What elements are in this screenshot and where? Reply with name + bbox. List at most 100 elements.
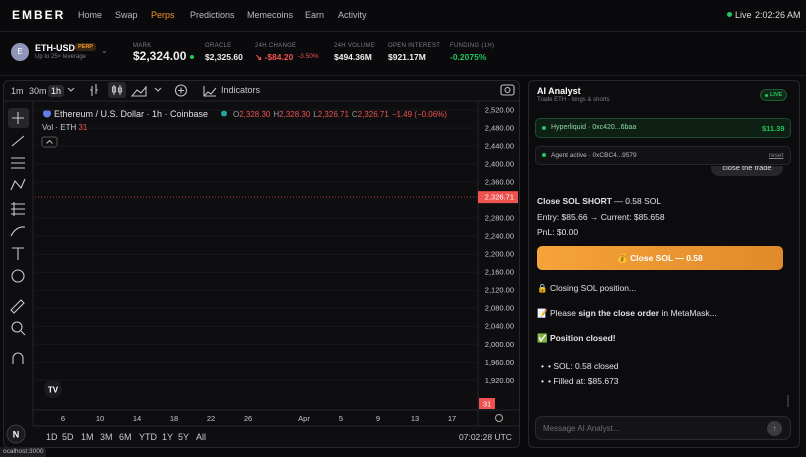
ohlc-item: L2,326.71 bbox=[313, 110, 349, 119]
ai-subtitle: Trade ETH · longs & shorts bbox=[537, 97, 610, 103]
brush-tool[interactable] bbox=[10, 226, 26, 237]
y-tick-label: 2,000.00 bbox=[485, 340, 514, 349]
text-tool[interactable] bbox=[12, 247, 24, 260]
y-tick-label: 2,240.00 bbox=[485, 232, 514, 241]
live-dot bbox=[727, 12, 732, 17]
range[interactable]: 6M bbox=[119, 432, 132, 442]
nav-item[interactable]: Predictions bbox=[190, 10, 235, 20]
stat-label: ORACLE bbox=[205, 43, 232, 49]
stat-value: $494.36M bbox=[334, 52, 372, 62]
summary: Close SOL SHORT — 0.58 SOL bbox=[537, 196, 661, 206]
y-tick-label: 2,440.00 bbox=[485, 142, 514, 151]
indicators-icon[interactable] bbox=[203, 86, 217, 97]
interval-menu[interactable] bbox=[67, 87, 75, 92]
indicators-button[interactable]: Indicators bbox=[221, 85, 261, 95]
volume-tag bbox=[479, 398, 495, 409]
interval[interactable]: 30m bbox=[29, 86, 47, 96]
settings-icon[interactable] bbox=[495, 414, 503, 422]
chat-input[interactable] bbox=[535, 416, 791, 440]
range[interactable]: All bbox=[196, 432, 207, 442]
market-open-dot bbox=[221, 110, 227, 117]
sign-bold: sign the close order bbox=[578, 308, 660, 318]
range[interactable]: 1D bbox=[46, 432, 58, 442]
line-tool[interactable] bbox=[11, 135, 25, 147]
live-badge: LIVE bbox=[760, 89, 788, 101]
stat-label: 24H CHANGE bbox=[255, 43, 297, 49]
last-price-label: 2,326.71 bbox=[485, 193, 514, 202]
fib-tool[interactable] bbox=[11, 157, 25, 169]
stat-value: ↘ -$84.20 bbox=[255, 52, 294, 62]
ai-title: AI Analyst bbox=[537, 86, 581, 96]
ohlc-item: H2,328.30 bbox=[273, 110, 310, 119]
ohlc-change: −1.49 (−0.06%) bbox=[391, 110, 447, 119]
symbol[interactable]: ETH-USD bbox=[35, 43, 75, 53]
camera-icon[interactable] bbox=[500, 84, 515, 96]
x-tick-label: 26 bbox=[244, 414, 252, 423]
tv-logo bbox=[44, 380, 62, 398]
ohlc-value: 2,328.30 bbox=[279, 110, 311, 119]
bars-icon[interactable] bbox=[90, 84, 98, 96]
x-tick-label: 10 bbox=[96, 414, 104, 423]
close-button[interactable]: 💰 Close SOL — 0.58 bbox=[537, 246, 783, 270]
nav-item[interactable]: Earn bbox=[305, 10, 325, 20]
send-button[interactable]: ↑ bbox=[767, 421, 782, 436]
bullet-text: • Filled at: $85.673 bbox=[547, 376, 619, 386]
summary-rest: — 0.58 SOL bbox=[614, 196, 662, 206]
nav-item[interactable]: Memecoins bbox=[247, 10, 294, 20]
chevron[interactable]: ⌄ bbox=[101, 46, 108, 55]
volume-value: 31 bbox=[78, 123, 88, 132]
range[interactable]: 5Y bbox=[178, 432, 190, 442]
stat-label: FUNDING (1H) bbox=[450, 43, 495, 49]
x-tick-label: 17 bbox=[448, 414, 456, 423]
area-icon[interactable] bbox=[130, 85, 147, 97]
interval[interactable]: 1m bbox=[11, 86, 24, 96]
logo[interactable]: EMBER bbox=[12, 8, 66, 22]
range[interactable]: 3M bbox=[100, 432, 113, 442]
user-bubble-clip: close the trade bbox=[711, 166, 783, 180]
range[interactable]: 1Y bbox=[162, 432, 174, 442]
bullet: • • Filled at: $85.673 bbox=[541, 376, 619, 386]
divider bbox=[0, 31, 806, 32]
y-tick-label: 2,120.00 bbox=[485, 286, 514, 295]
magnet-tool[interactable] bbox=[12, 352, 24, 364]
y-tick-label: 2,360.00 bbox=[485, 178, 514, 187]
ruler-tool[interactable] bbox=[10, 299, 25, 314]
emoji-tool[interactable] bbox=[11, 269, 25, 283]
y-tick-label: 1,960.00 bbox=[485, 358, 514, 367]
nav-item[interactable]: Activity bbox=[338, 10, 367, 20]
range[interactable]: YTD bbox=[139, 432, 157, 442]
stat-label: 24H VOLUME bbox=[334, 43, 376, 49]
interval[interactable]: 1h bbox=[48, 85, 65, 97]
wallet-dot bbox=[542, 126, 546, 130]
agent-label: Agent active · 0xCBC4...9579 bbox=[551, 152, 637, 159]
x-tick-label: 22 bbox=[207, 414, 215, 423]
y-tick-label: 2,400.00 bbox=[485, 160, 514, 169]
n-logo bbox=[6, 424, 26, 444]
nav-item[interactable]: Perps bbox=[151, 10, 175, 20]
style-menu[interactable] bbox=[154, 87, 162, 92]
zoom-tool[interactable] bbox=[11, 321, 23, 333]
y-tick-label: 2,160.00 bbox=[485, 268, 514, 277]
projection-tool[interactable] bbox=[11, 202, 25, 216]
range[interactable]: 1M bbox=[81, 432, 94, 442]
pattern-tool[interactable] bbox=[10, 178, 26, 191]
stat-value: $2,324.00 bbox=[133, 49, 187, 63]
token-icon: E bbox=[11, 43, 29, 61]
perp-badge: PERP bbox=[75, 43, 96, 51]
stat-value: $2,325.60 bbox=[205, 52, 243, 62]
sign-part: 📝 Please bbox=[537, 308, 576, 318]
nav-item[interactable]: Home bbox=[78, 10, 103, 20]
range[interactable]: 5D bbox=[62, 432, 74, 442]
agent-reset[interactable]: reset bbox=[769, 152, 784, 159]
candles-icon[interactable] bbox=[111, 85, 123, 95]
agent-dot bbox=[542, 153, 546, 157]
add-icon[interactable] bbox=[174, 84, 188, 97]
collapse-legend[interactable] bbox=[41, 136, 58, 148]
y-tick-label: 2,080.00 bbox=[485, 304, 514, 313]
eth-icon bbox=[43, 109, 51, 118]
collapse-arrow bbox=[46, 139, 53, 144]
crosshair-tool[interactable] bbox=[12, 112, 24, 124]
nav-item[interactable]: Swap bbox=[115, 10, 138, 20]
divider bbox=[0, 75, 806, 76]
